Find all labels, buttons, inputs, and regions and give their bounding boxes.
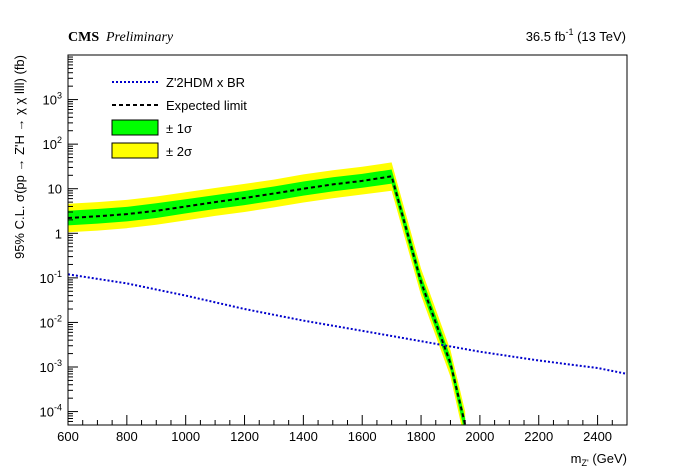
preliminary-label: Preliminary <box>105 30 174 45</box>
legend-entry: Z'2HDM x BR <box>112 75 245 90</box>
y-tick-label: 103 <box>43 91 62 108</box>
legend-label: ± 2σ <box>166 144 192 159</box>
uncertainty-bands <box>68 162 466 425</box>
expected-limit-curve <box>68 175 467 425</box>
cms-label: CMS <box>68 30 99 45</box>
legend-entry: ± 1σ <box>111 119 192 136</box>
y-axis-title: 95% C.L. σ(pp → Z'H → χ χ llll) (fb) <box>12 55 27 259</box>
legend-swatch <box>111 142 159 159</box>
legend-label: Expected limit <box>166 98 247 113</box>
plot-frame <box>67 54 628 426</box>
legend-entry: Expected limit <box>112 98 247 113</box>
series-lines <box>68 175 627 425</box>
theory-curve <box>68 273 627 375</box>
x-tick-label: 1400 <box>289 429 318 444</box>
x-tick-label: 2200 <box>524 429 553 444</box>
legend-label: ± 1σ <box>166 121 192 136</box>
x-tick-label: 2000 <box>465 429 494 444</box>
legend-label: Z'2HDM x BR <box>166 75 245 90</box>
y-tick-label: 102 <box>43 135 62 152</box>
legend-entry: ± 2σ <box>111 142 192 159</box>
x-tick-label: 2400 <box>583 429 612 444</box>
y-tick-label: 10-1 <box>40 269 62 286</box>
x-tick-label: 800 <box>116 429 138 444</box>
x-tick-label: 1600 <box>348 429 377 444</box>
y-tick-label: 1 <box>55 226 62 241</box>
axis-ticks: 600 800 1000 1200 1400 1600 1800 2000 2200 2400 10… <box>40 56 628 444</box>
y-tick-label: 10-2 <box>40 313 62 330</box>
y-tick-label: 10-3 <box>40 358 62 375</box>
lumi-label: 36.5 fb-1 (13 TeV) <box>526 27 626 44</box>
x-tick-label: 1200 <box>230 429 259 444</box>
y-tick-label: 10 <box>48 182 62 197</box>
x-tick-label: 1000 <box>171 429 200 444</box>
band-2sigma <box>68 162 466 425</box>
band-1sigma <box>68 169 466 425</box>
x-axis-title: mZ' (GeV) <box>571 451 627 468</box>
x-tick-label: 600 <box>57 429 79 444</box>
y-tick-label: 10-4 <box>40 403 62 420</box>
x-tick-label: 1800 <box>407 429 436 444</box>
legend-swatch <box>111 119 159 136</box>
legend: Z'2HDM x BR Expected limit ± 1σ ± 2σ <box>111 75 247 159</box>
